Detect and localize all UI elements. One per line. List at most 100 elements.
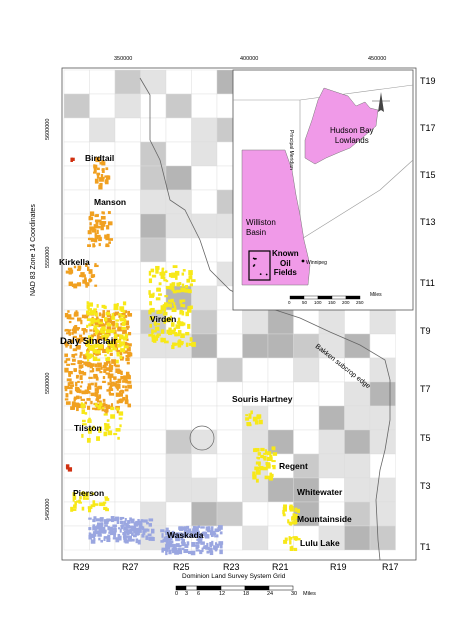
daly-sinclair-field xyxy=(94,363,98,368)
waskada-field xyxy=(205,533,209,538)
manson-field xyxy=(89,211,95,217)
waskada-field xyxy=(181,542,186,547)
waskada-field xyxy=(219,531,223,535)
blue-field xyxy=(137,530,140,536)
township-block xyxy=(216,429,243,455)
blue-field xyxy=(136,528,141,531)
blue-field xyxy=(123,527,128,530)
north-arrow-icon xyxy=(372,92,390,112)
daly-sinclair-field xyxy=(71,358,76,362)
lulu-lake-field xyxy=(296,538,301,541)
tilston-field xyxy=(80,403,86,409)
daly-sinclair-yellow xyxy=(106,339,111,343)
virden-field xyxy=(163,279,168,282)
township-block xyxy=(63,165,90,191)
inset-label-known-oil-line2: Oil xyxy=(280,258,291,268)
township-block xyxy=(267,405,294,431)
township-label: T13 xyxy=(420,217,436,227)
daly-sinclair-field xyxy=(96,339,100,344)
virden-field xyxy=(189,283,194,287)
daly-sinclair-field xyxy=(95,398,100,401)
daly-sinclair-field xyxy=(122,385,125,389)
daly-sinclair-field xyxy=(126,374,131,378)
daly-sinclair-yellow xyxy=(110,342,115,347)
waskada-field xyxy=(197,525,201,528)
blue-field xyxy=(110,517,114,523)
regent-field xyxy=(266,463,271,469)
daly-sinclair-field xyxy=(127,380,132,384)
manson-field xyxy=(97,225,101,229)
daly-sinclair-field xyxy=(74,327,80,331)
township-block xyxy=(216,357,243,383)
virden-field xyxy=(155,265,160,270)
daly-sinclair-yellow xyxy=(119,317,122,321)
township-block xyxy=(114,69,141,95)
daly-sinclair-yellow xyxy=(101,304,106,308)
daly-sinclair-yellow xyxy=(86,324,89,328)
daly-sinclair-field xyxy=(102,376,106,380)
daly-sinclair-field xyxy=(65,328,69,332)
daly-sinclair-yellow xyxy=(113,329,116,333)
township-label: T15 xyxy=(420,170,436,180)
daly-sinclair-yellow xyxy=(106,356,111,360)
regent-field xyxy=(255,478,259,483)
waskada-field xyxy=(197,534,203,540)
daly-sinclair-field xyxy=(75,345,81,350)
daly-sinclair-field xyxy=(68,320,72,324)
tilston-field xyxy=(103,413,108,416)
daly-sinclair-field xyxy=(102,310,105,315)
township-block xyxy=(63,213,90,239)
daly-sinclair-field xyxy=(69,390,73,395)
kirkella-field xyxy=(85,283,88,288)
daly-sinclair-field xyxy=(69,384,75,387)
waskada-field xyxy=(176,543,179,547)
daly-sinclair-field xyxy=(69,381,74,385)
scale-tick: 18 xyxy=(243,591,250,597)
daly-sinclair-field xyxy=(113,340,118,344)
range-label: R27 xyxy=(122,562,139,572)
township-block xyxy=(114,93,141,119)
inset-label-williston-line1: Williston xyxy=(246,218,276,227)
waskada-field xyxy=(188,550,193,555)
waskada-field xyxy=(178,550,183,555)
regent-field xyxy=(256,466,262,470)
coordinate-axis-label: NAD 83 Zone 14 Coordinates xyxy=(30,204,37,296)
blue-field xyxy=(107,526,110,531)
blue-field xyxy=(143,528,148,531)
daly-sinclair-field xyxy=(116,387,119,391)
township-block xyxy=(369,477,396,503)
daly-sinclair-yellow xyxy=(86,301,89,305)
pierson-field xyxy=(85,497,89,500)
inset-label-hudson-bay-line1: Hudson Bay xyxy=(330,126,374,135)
blue-field xyxy=(97,532,102,537)
daly-sinclair-field xyxy=(67,382,71,387)
waskada-field xyxy=(171,530,175,534)
daly-sinclair-field xyxy=(96,400,102,403)
pierson-field xyxy=(104,497,110,501)
tilston-field xyxy=(99,402,103,407)
regent-field xyxy=(262,466,268,471)
souris-hartney-field xyxy=(257,414,262,419)
daly-sinclair-field xyxy=(102,404,105,409)
virden-field xyxy=(160,305,164,311)
kirkella-field xyxy=(85,263,88,267)
township-block xyxy=(63,429,90,455)
daly-sinclair-yellow xyxy=(113,307,119,311)
manson-field xyxy=(100,225,104,231)
blue-field xyxy=(135,538,139,544)
blue-field xyxy=(120,525,124,530)
pierson-field xyxy=(90,504,96,508)
map-frame xyxy=(61,67,417,561)
waskada-field xyxy=(165,532,170,536)
daly-sinclair-field xyxy=(105,403,108,408)
inset-oil-field-dot xyxy=(259,273,262,276)
daly-sinclair-yellow xyxy=(92,356,98,361)
virden-field xyxy=(153,330,157,333)
waskada-field xyxy=(195,549,200,552)
daly-sinclair-field xyxy=(88,376,93,379)
tilston-field xyxy=(96,436,100,441)
daly-sinclair-field xyxy=(78,364,83,369)
daly-sinclair-field xyxy=(123,310,128,314)
waskada-field xyxy=(175,534,180,538)
daly-sinclair-field xyxy=(126,361,130,365)
